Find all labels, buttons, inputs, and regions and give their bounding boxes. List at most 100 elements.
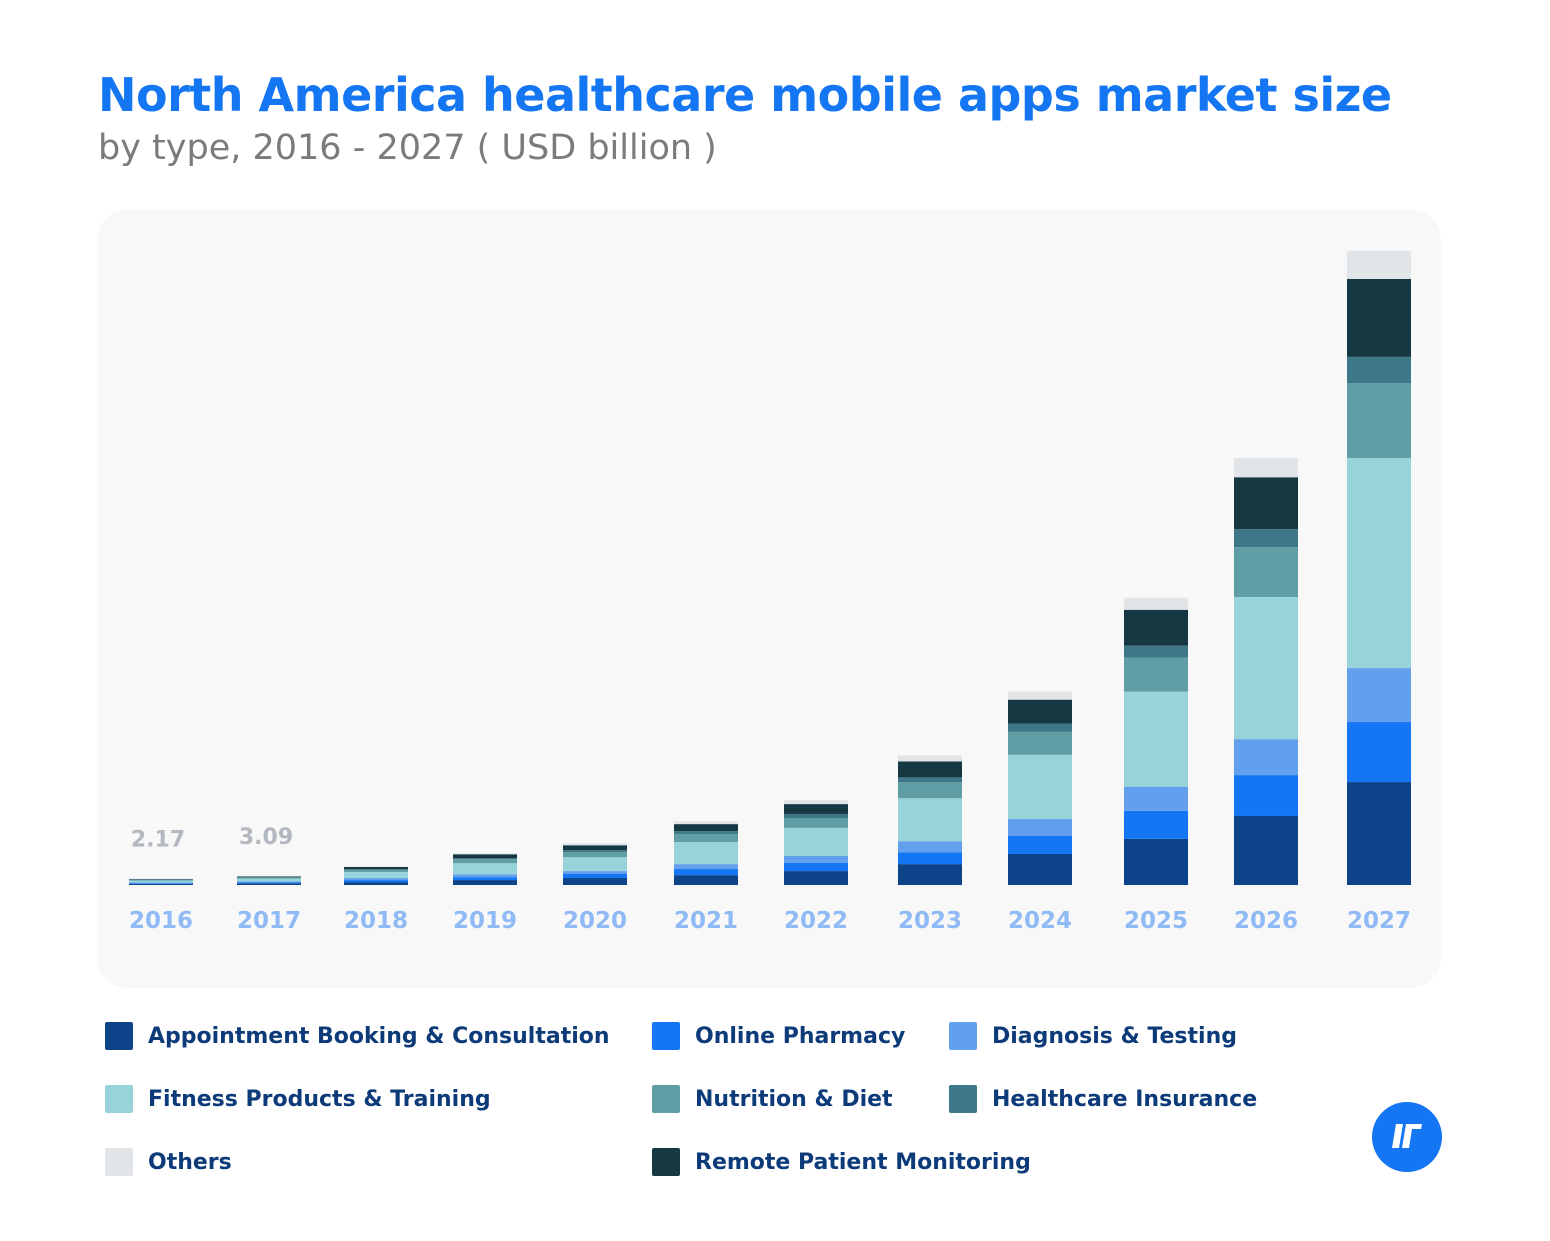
bar-segment-2025-0 (1124, 838, 1188, 885)
legend-item: Online Pharmacy (652, 1022, 905, 1050)
bar-segment-2017-1 (237, 882, 301, 884)
chart-subtitle: by type, 2016 - 2027 ( USD billion ) (98, 128, 717, 168)
legend-swatch (949, 1022, 977, 1050)
bar-segment-2026-3 (1234, 597, 1298, 740)
legend-swatch (652, 1022, 680, 1050)
bar-segment-2020-3 (563, 857, 627, 872)
bar-segment-2020-0 (563, 878, 627, 885)
bar-segment-2023-6 (898, 761, 962, 778)
legend-swatch (105, 1085, 133, 1113)
bar-segment-2021-2 (674, 864, 738, 870)
x-tick-label: 2019 (453, 908, 517, 934)
bar-segment-2022-6 (784, 804, 848, 814)
bar-segment-2022-2 (784, 856, 848, 863)
bar-segment-2024-3 (1008, 754, 1072, 819)
legend-item: Diagnosis & Testing (949, 1022, 1237, 1050)
bar-segment-2023-7 (898, 755, 962, 762)
bar-segment-2023-1 (898, 852, 962, 865)
legend-swatch (652, 1148, 680, 1176)
bar-segment-2021-7 (674, 821, 738, 825)
legend-item: Remote Patient Monitoring (652, 1148, 1031, 1176)
bar-segment-2023-3 (898, 798, 962, 842)
bar-segment-2021-4 (674, 833, 738, 843)
bar-segment-2019-5 (453, 858, 517, 860)
bar-segment-2027-1 (1347, 722, 1411, 783)
legend-item: Nutrition & Diet (652, 1085, 893, 1113)
bar-segment-2018-3 (344, 871, 408, 879)
bar-segment-2019-2 (453, 874, 517, 878)
x-tick-label: 2024 (1008, 908, 1072, 934)
bar-segment-2027-3 (1347, 458, 1411, 669)
bar-segment-2026-0 (1234, 815, 1298, 885)
bar-segment-2027-0 (1347, 782, 1411, 885)
bar-segment-2017-7 (237, 876, 301, 877)
bar-segment-2024-0 (1008, 853, 1072, 885)
bar-segment-2018-5 (344, 869, 408, 870)
bar-segment-2026-4 (1234, 547, 1298, 598)
bar-segment-2027-7 (1347, 250, 1411, 279)
legend-label: Healthcare Insurance (992, 1086, 1258, 1112)
chart-title: North America healthcare mobile apps mar… (98, 68, 1392, 122)
bar-segment-2026-7 (1234, 458, 1298, 478)
bar-segment-2016-2 (129, 882, 193, 884)
brand-logo (1372, 1102, 1442, 1172)
bar-segment-2019-4 (453, 859, 517, 864)
bar-segment-2017-4 (237, 877, 301, 879)
bar-segment-2027-4 (1347, 383, 1411, 459)
data-label: 2.17 (131, 828, 185, 853)
legend-label: Diagnosis & Testing (992, 1023, 1237, 1049)
bar-segment-2019-6 (453, 854, 517, 859)
bar-segment-2018-4 (344, 869, 408, 872)
bar-segment-2018-6 (344, 867, 408, 870)
x-tick-label: 2017 (237, 908, 301, 934)
bar-segment-2021-6 (674, 824, 738, 832)
bar-segment-2027-5 (1347, 356, 1411, 384)
bar-segment-2025-2 (1124, 786, 1188, 811)
x-tick-label: 2018 (344, 908, 408, 934)
x-tick-label: 2020 (563, 908, 627, 934)
bar-segment-2023-4 (898, 782, 962, 799)
x-tick-label: 2026 (1234, 908, 1298, 934)
bar-segment-2018-2 (344, 878, 408, 881)
bar-segment-2025-3 (1124, 691, 1188, 787)
bar-segment-2022-5 (784, 813, 848, 819)
legend-swatch (949, 1085, 977, 1113)
bar-segment-2024-4 (1008, 731, 1072, 755)
bar-segment-2022-0 (784, 871, 848, 885)
bar-segment-2019-1 (453, 877, 517, 881)
legend-item: Others (105, 1148, 232, 1176)
bar-segment-2016-4 (129, 879, 193, 881)
bar-segment-2022-7 (784, 800, 848, 805)
bar-segment-2016-1 (129, 883, 193, 884)
bar-segment-2025-7 (1124, 597, 1188, 610)
bar-segment-2016-0 (129, 883, 193, 885)
bar-segment-2027-2 (1347, 668, 1411, 723)
bar-segment-2017-3 (237, 878, 301, 882)
bar-segment-2016-6 (129, 878, 193, 880)
bar-segment-2025-6 (1124, 609, 1188, 646)
legend-item: Healthcare Insurance (949, 1085, 1257, 1113)
bar-segment-2022-3 (784, 827, 848, 856)
legend-label: Nutrition & Diet (695, 1086, 893, 1112)
legend-item: Fitness Products & Training (105, 1085, 491, 1113)
bar-segment-2022-1 (784, 862, 848, 872)
bar-segment-2026-6 (1234, 477, 1298, 530)
bar-segment-2023-5 (898, 777, 962, 783)
bar-segment-2019-7 (453, 853, 517, 855)
x-tick-label: 2025 (1124, 908, 1188, 934)
legend-item: Appointment Booking & Consultation (105, 1022, 610, 1050)
bar-segment-2020-5 (563, 850, 627, 853)
bar-segment-2024-2 (1008, 818, 1072, 836)
bar-segment-2024-7 (1008, 691, 1072, 700)
bar-segment-2018-0 (344, 882, 408, 885)
bar-segment-2021-5 (674, 831, 738, 834)
bar-segment-2021-1 (674, 869, 738, 876)
bar-segment-2026-5 (1234, 529, 1298, 548)
bar-segment-2020-2 (563, 871, 627, 874)
legend-swatch (652, 1085, 680, 1113)
legend-label: Online Pharmacy (695, 1023, 906, 1049)
bar-segment-2024-1 (1008, 835, 1072, 854)
bar-segment-2017-5 (237, 877, 301, 878)
legend-label: Appointment Booking & Consultation (148, 1023, 610, 1049)
